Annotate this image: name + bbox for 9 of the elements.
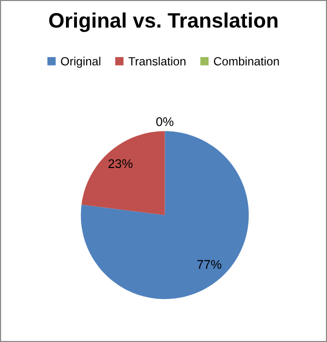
legend-label: Combination (214, 56, 279, 66)
pie-slice (80, 131, 249, 300)
data-label: 23% (108, 159, 132, 168)
text: 0% (156, 117, 174, 126)
chart-title: Original vs. Translation (49, 12, 278, 32)
pie-slice (81, 131, 165, 216)
legend-label: Translation (128, 56, 186, 66)
legend-label: Original (60, 56, 100, 68)
data-label: 77% (197, 260, 222, 269)
